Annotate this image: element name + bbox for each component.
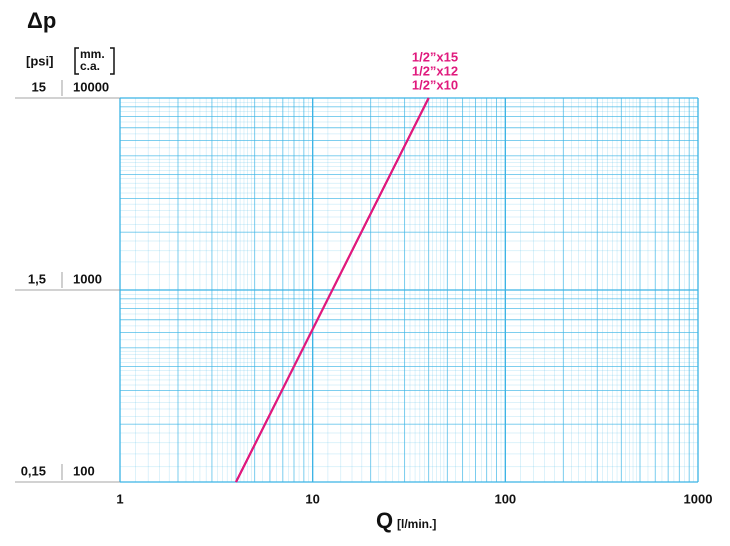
y-tick-label: 10000 xyxy=(73,79,109,94)
y2-tick-label: 15 xyxy=(32,79,46,94)
y-tick-label: 100 xyxy=(73,463,95,478)
legend-label: 1/2”x12 xyxy=(412,63,458,78)
x-tick-label: 1 xyxy=(116,491,123,506)
y2-tick-label: 1,5 xyxy=(28,271,46,286)
unit-bracket xyxy=(74,47,115,75)
x-tick-label: 100 xyxy=(494,491,516,506)
y2-label: [psi] xyxy=(26,53,53,68)
y2-tick-label: 0,15 xyxy=(21,463,46,478)
x-label: Q xyxy=(376,508,393,533)
x-tick-label: 1000 xyxy=(684,491,713,506)
x-tick-label: 10 xyxy=(305,491,319,506)
y-unit: mm. xyxy=(80,47,105,61)
series-line xyxy=(235,97,430,483)
x-unit: [l/min.] xyxy=(397,517,436,531)
y-label: Δp xyxy=(27,8,56,33)
legend-label: 1/2”x10 xyxy=(412,77,458,92)
y-tick-label: 1000 xyxy=(73,271,102,286)
y-unit: c.a. xyxy=(80,59,100,73)
legend-label: 1/2”x15 xyxy=(412,49,458,64)
